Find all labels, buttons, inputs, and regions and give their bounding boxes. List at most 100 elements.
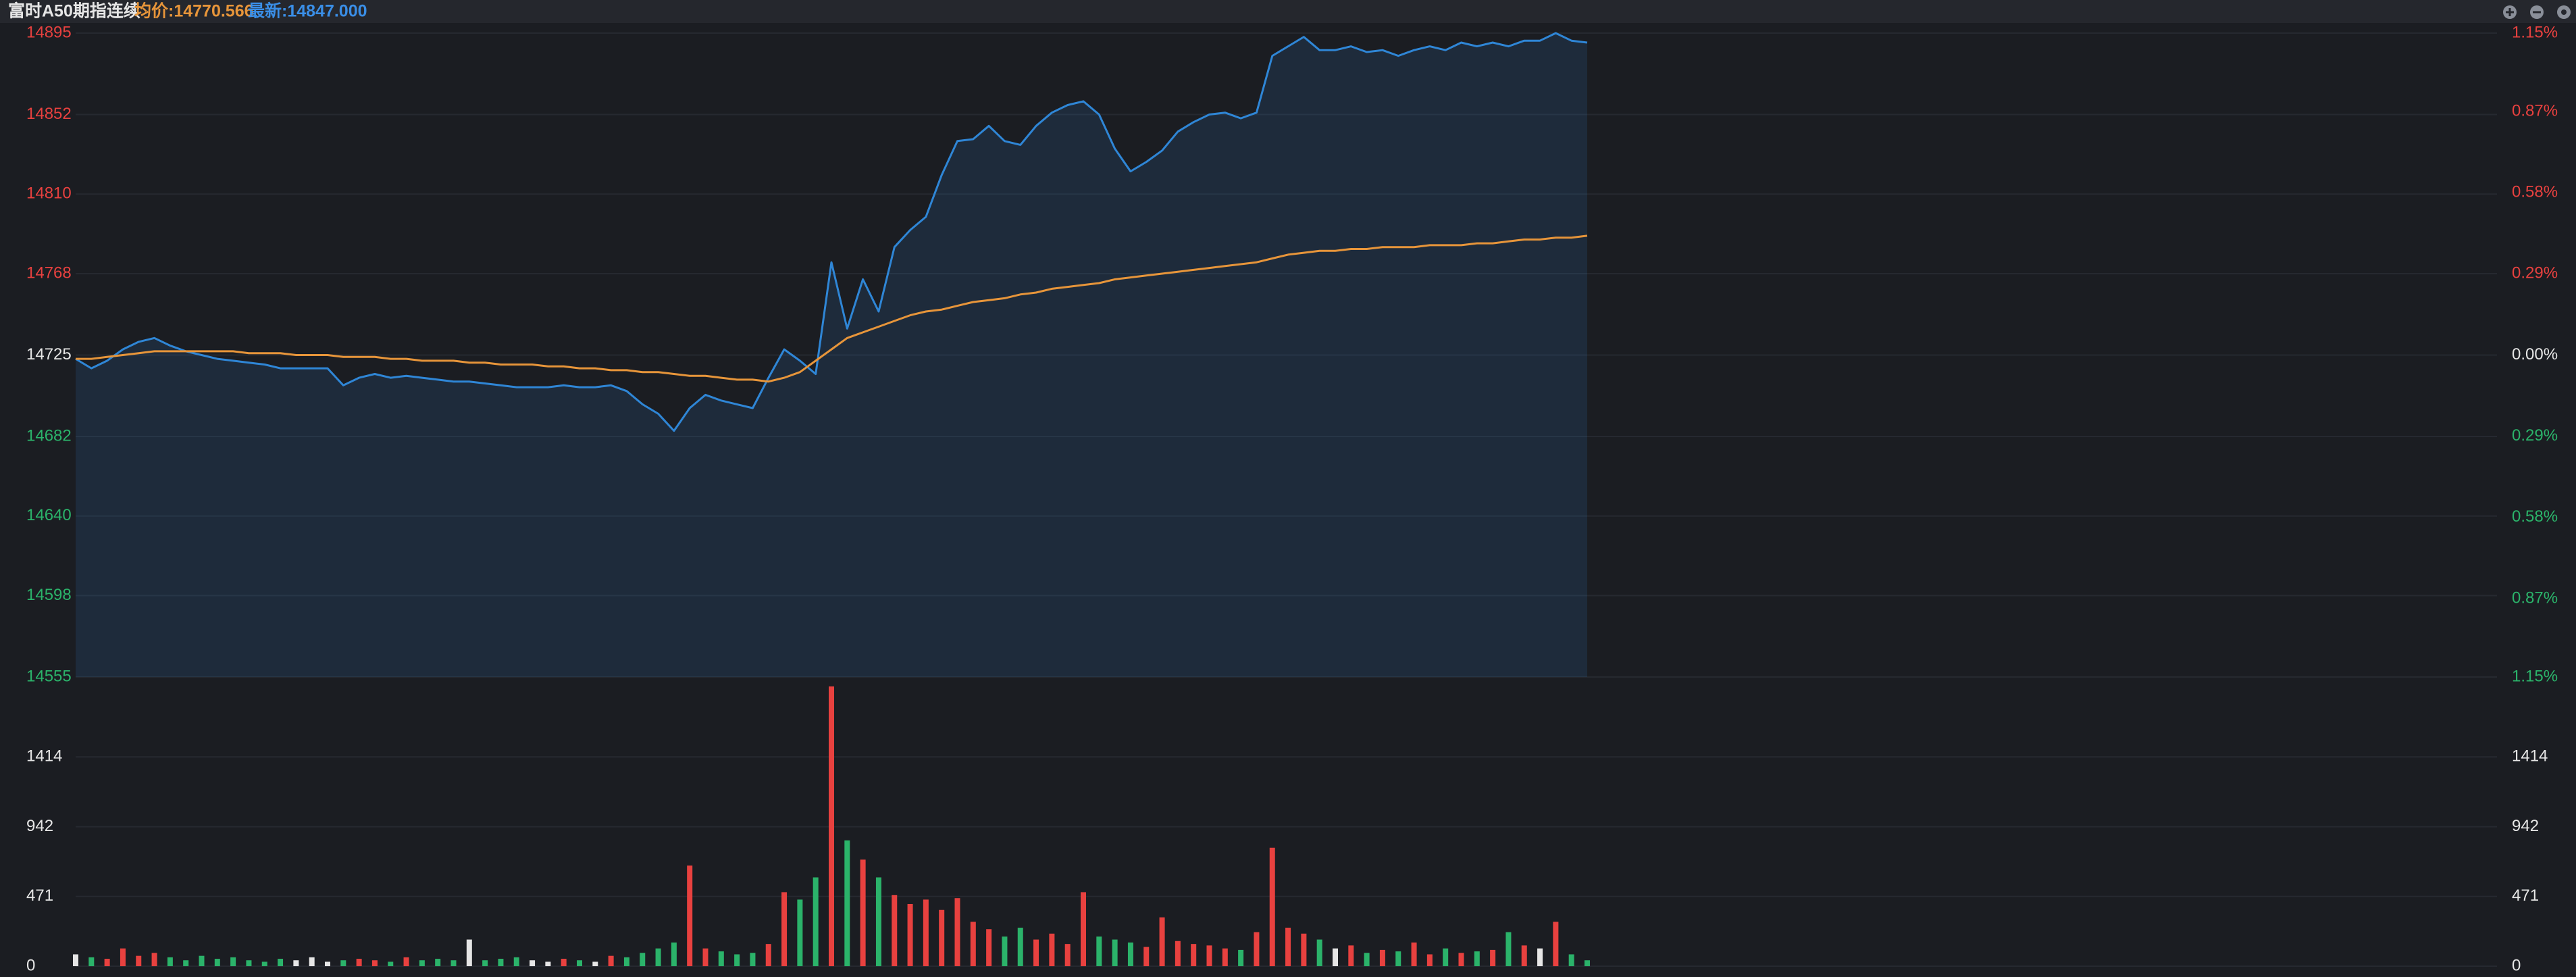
y-tick-label: 14895 — [26, 23, 72, 41]
y-tick-label: 14598 — [26, 586, 72, 604]
volume-bar — [1348, 945, 1354, 966]
y-tick-label: 14768 — [26, 264, 72, 282]
volume-bar — [1127, 942, 1133, 966]
volume-bar — [829, 686, 834, 966]
volume-bar — [1269, 847, 1275, 966]
y2-tick-label: 1.15% — [2512, 23, 2558, 41]
volume-bar — [1159, 917, 1165, 966]
price-line — [75, 32, 1588, 432]
volume-bar — [608, 955, 614, 966]
y2-tick-label: 0.87% — [2512, 101, 2558, 120]
volume-bar — [970, 922, 976, 966]
volume-bar — [419, 960, 425, 966]
volume-bar — [844, 840, 850, 966]
volume-bar — [1553, 922, 1559, 966]
volume-bar — [120, 948, 126, 966]
average-line — [76, 234, 1588, 383]
volume-bar — [498, 959, 504, 966]
volume-bar — [340, 960, 346, 966]
volume-bar — [1222, 948, 1228, 966]
volume-bar — [1585, 960, 1590, 966]
volume-bar — [797, 899, 803, 966]
volume-bar — [1505, 932, 1512, 966]
y-tick-label: 14810 — [26, 184, 72, 203]
volume-bar — [1301, 933, 1307, 966]
y2-tick-label: 0.87% — [2512, 588, 2558, 607]
last-price: 最新:14847.000 — [248, 1, 367, 21]
volume-bar — [530, 960, 536, 966]
y-tick-label: 471 — [26, 886, 53, 905]
y2-tick-label: 0.00% — [2512, 345, 2558, 364]
zoom-in-button[interactable] — [2503, 5, 2517, 19]
y2-tick-label: 0.29% — [2512, 264, 2558, 282]
volume-bar — [309, 957, 315, 966]
volume-bar — [261, 961, 267, 966]
y2-tick-label: 0.58% — [2512, 507, 2558, 526]
volume-bar — [1112, 939, 1118, 966]
volume-bar — [1285, 928, 1291, 966]
volume-bar — [73, 954, 78, 966]
volume-bar — [1411, 942, 1417, 966]
volume-bar — [1474, 951, 1480, 966]
volume-bar — [450, 960, 457, 966]
y2-tick-label: 0 — [2512, 956, 2521, 974]
volume-bar — [671, 942, 677, 966]
volume-bar — [623, 957, 629, 966]
volume-bar — [939, 909, 945, 966]
volume-bar — [655, 948, 661, 966]
instrument-title: 富时A50期指连续 — [8, 1, 140, 21]
volume-bar — [230, 957, 236, 966]
y-tick-label: 14725 — [26, 345, 72, 364]
volume-bar — [734, 954, 740, 966]
volume-bar — [1333, 948, 1338, 966]
volume-bar — [246, 960, 252, 966]
volume-bar — [1175, 941, 1181, 966]
volume-bar — [1002, 936, 1008, 966]
volume-bar — [1033, 939, 1039, 966]
y2-tick-label: 0.58% — [2512, 183, 2558, 201]
settings-button[interactable] — [2557, 5, 2571, 19]
volume-bar — [561, 959, 567, 966]
average-price: 均价:14770.566 — [134, 2, 254, 21]
volume-bar — [718, 951, 724, 966]
volume-bar — [1017, 928, 1023, 966]
volume-bar — [356, 959, 362, 966]
y-tick-label: 0 — [26, 956, 35, 974]
volume-bar — [892, 895, 898, 966]
y2-tick-label: 942 — [2512, 817, 2539, 835]
volume-bar — [1143, 947, 1150, 966]
volume-bar — [1238, 949, 1244, 966]
y-tick-label: 1414 — [26, 747, 62, 766]
volume-bar — [136, 955, 142, 966]
zoom-out-button[interactable] — [2530, 5, 2544, 19]
volume-bar — [813, 877, 819, 966]
volume-bar — [293, 960, 299, 966]
volume-bar — [1191, 944, 1197, 966]
price-area — [76, 33, 1587, 677]
volume-bar — [1316, 939, 1322, 966]
volume-bar — [1537, 948, 1543, 966]
volume-bar — [151, 953, 157, 966]
volume-bar — [750, 953, 756, 966]
volume-bar — [104, 959, 110, 966]
y2-tick-label: 1.15% — [2512, 667, 2558, 685]
volume-bar — [1426, 954, 1433, 966]
volume-bar — [214, 959, 220, 966]
volume-bar — [167, 957, 173, 966]
volume-bar — [1458, 953, 1464, 966]
volume-bar — [435, 959, 441, 966]
y-tick-label: 14640 — [26, 506, 72, 524]
volume-bar — [1064, 944, 1071, 966]
volume-bar — [545, 961, 551, 966]
volume-bar — [702, 948, 709, 966]
volume-bar — [482, 960, 488, 966]
volume-bar — [954, 898, 960, 966]
volume-bar — [923, 899, 929, 966]
y2-tick-label: 471 — [2512, 886, 2539, 905]
volume-bar — [513, 957, 519, 966]
volume-bar — [765, 944, 771, 966]
volume-bar — [1395, 951, 1401, 966]
